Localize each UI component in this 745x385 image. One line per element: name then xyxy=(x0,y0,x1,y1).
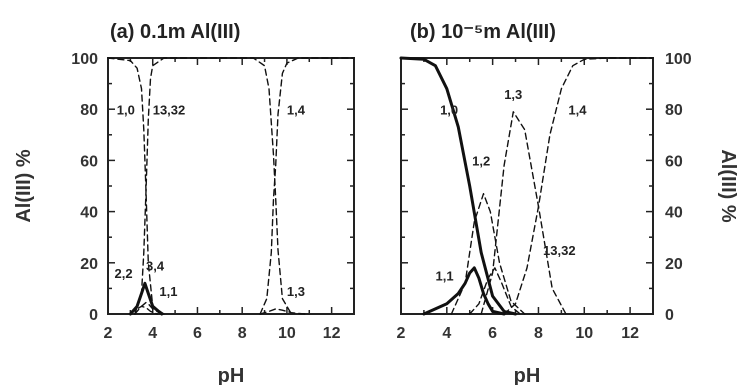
panel-a-series-13-32-line xyxy=(134,57,293,315)
panel-a-y-tick-label: 20 xyxy=(80,256,98,273)
panel-b-x-tick-label: 8 xyxy=(534,325,543,342)
panel-b-y-tick-label: 0 xyxy=(665,307,674,324)
panel-a-x-tick-label: 4 xyxy=(148,325,157,342)
panel-b-series-label: 13,32 xyxy=(543,243,576,258)
panel-b-x-tick-label: 12 xyxy=(621,325,639,342)
panel-b-y-axis-label: Al(III) % xyxy=(717,149,739,223)
panel-b-x-axis-label: pH xyxy=(514,365,541,385)
panel-b: (b) 10⁻⁵m Al(III) 2 4 6 8 10 12 0 20 40 60 80 100 1… xyxy=(397,21,739,385)
panel-a-series-1-3-line xyxy=(259,308,306,315)
panel-a-series-label: 13,32 xyxy=(153,102,186,117)
panel-b-y-tick-label: 20 xyxy=(665,256,683,273)
panel-b-title: (b) 10⁻⁵m Al(III) xyxy=(410,21,556,43)
panel-a-x-tick-label: 8 xyxy=(238,325,247,342)
panel-b-series-1-2-line xyxy=(450,192,526,315)
panel-a-series-label: 1,0 xyxy=(117,102,135,117)
panel-b-y-tick-label: 60 xyxy=(665,153,683,170)
panel-a: (a) 0.1m Al(III) 2 4 6 8 10 12 0 20 40 60 80 100 1,… xyxy=(13,21,355,385)
panel-b-series-label: 1,3 xyxy=(504,87,522,102)
panel-b-x-tick-label: 6 xyxy=(488,325,497,342)
panel-b-y-tick-label: 80 xyxy=(665,102,683,119)
panel-a-y-tick-label: 0 xyxy=(89,307,98,324)
panel-a-x-tick-label: 6 xyxy=(193,325,202,342)
panel-a-x-tick-label: 2 xyxy=(104,325,113,342)
panel-b-series-1-4-line xyxy=(503,57,654,315)
panel-b-series-label: 1,0 xyxy=(440,102,458,117)
panel-a-x-tick-label: 10 xyxy=(278,325,296,342)
panel-b-series-label: 1,2 xyxy=(472,154,490,169)
panel-a-series-label: 2,2 xyxy=(115,266,133,281)
panel-a-title: (a) 0.1m Al(III) xyxy=(110,21,240,43)
panel-a-y-tick-label: 100 xyxy=(71,51,98,68)
panel-a-series-label: 3,4 xyxy=(146,258,165,273)
panel-a-series-label: 1,3 xyxy=(287,284,305,299)
panel-a-x-axis-label: pH xyxy=(218,365,245,385)
panel-b-series-label: 1,1 xyxy=(435,269,453,284)
panel-b-y-tick-label: 40 xyxy=(665,205,683,222)
panel-a-y-axis-label: Al(III) % xyxy=(13,149,35,223)
panel-b-series-13-32-line xyxy=(469,267,521,315)
panel-b-series-1-1-line xyxy=(422,266,506,316)
panel-a-series-label: 1,4 xyxy=(287,102,306,117)
panel-b-series-1-3-line xyxy=(480,111,567,315)
panel-b-x-tick-label: 2 xyxy=(397,325,406,342)
panel-b-y-tick-label: 100 xyxy=(665,51,692,68)
panel-a-y-tick-label: 60 xyxy=(80,153,98,170)
panel-a-series-1-1-line xyxy=(128,281,164,316)
panel-b-x-tick-label: 4 xyxy=(442,325,451,342)
panel-a-series-1-0-line xyxy=(107,57,165,315)
panel-b-x-tick-label: 10 xyxy=(575,325,593,342)
panel-a-plot-frame xyxy=(107,57,355,315)
panel-a-series-label: 1,1 xyxy=(159,284,177,299)
panel-a-series-2-2-line xyxy=(129,305,158,315)
panel-a-x-tick-label: 12 xyxy=(323,325,341,342)
panel-b-series-1-0-line xyxy=(399,56,517,316)
panel-a-y-tick-label: 80 xyxy=(80,102,98,119)
panel-b-series-label: 1,4 xyxy=(568,102,587,117)
panel-a-series-1-4-line xyxy=(259,57,355,315)
panel-a-y-tick-label: 40 xyxy=(80,205,98,222)
